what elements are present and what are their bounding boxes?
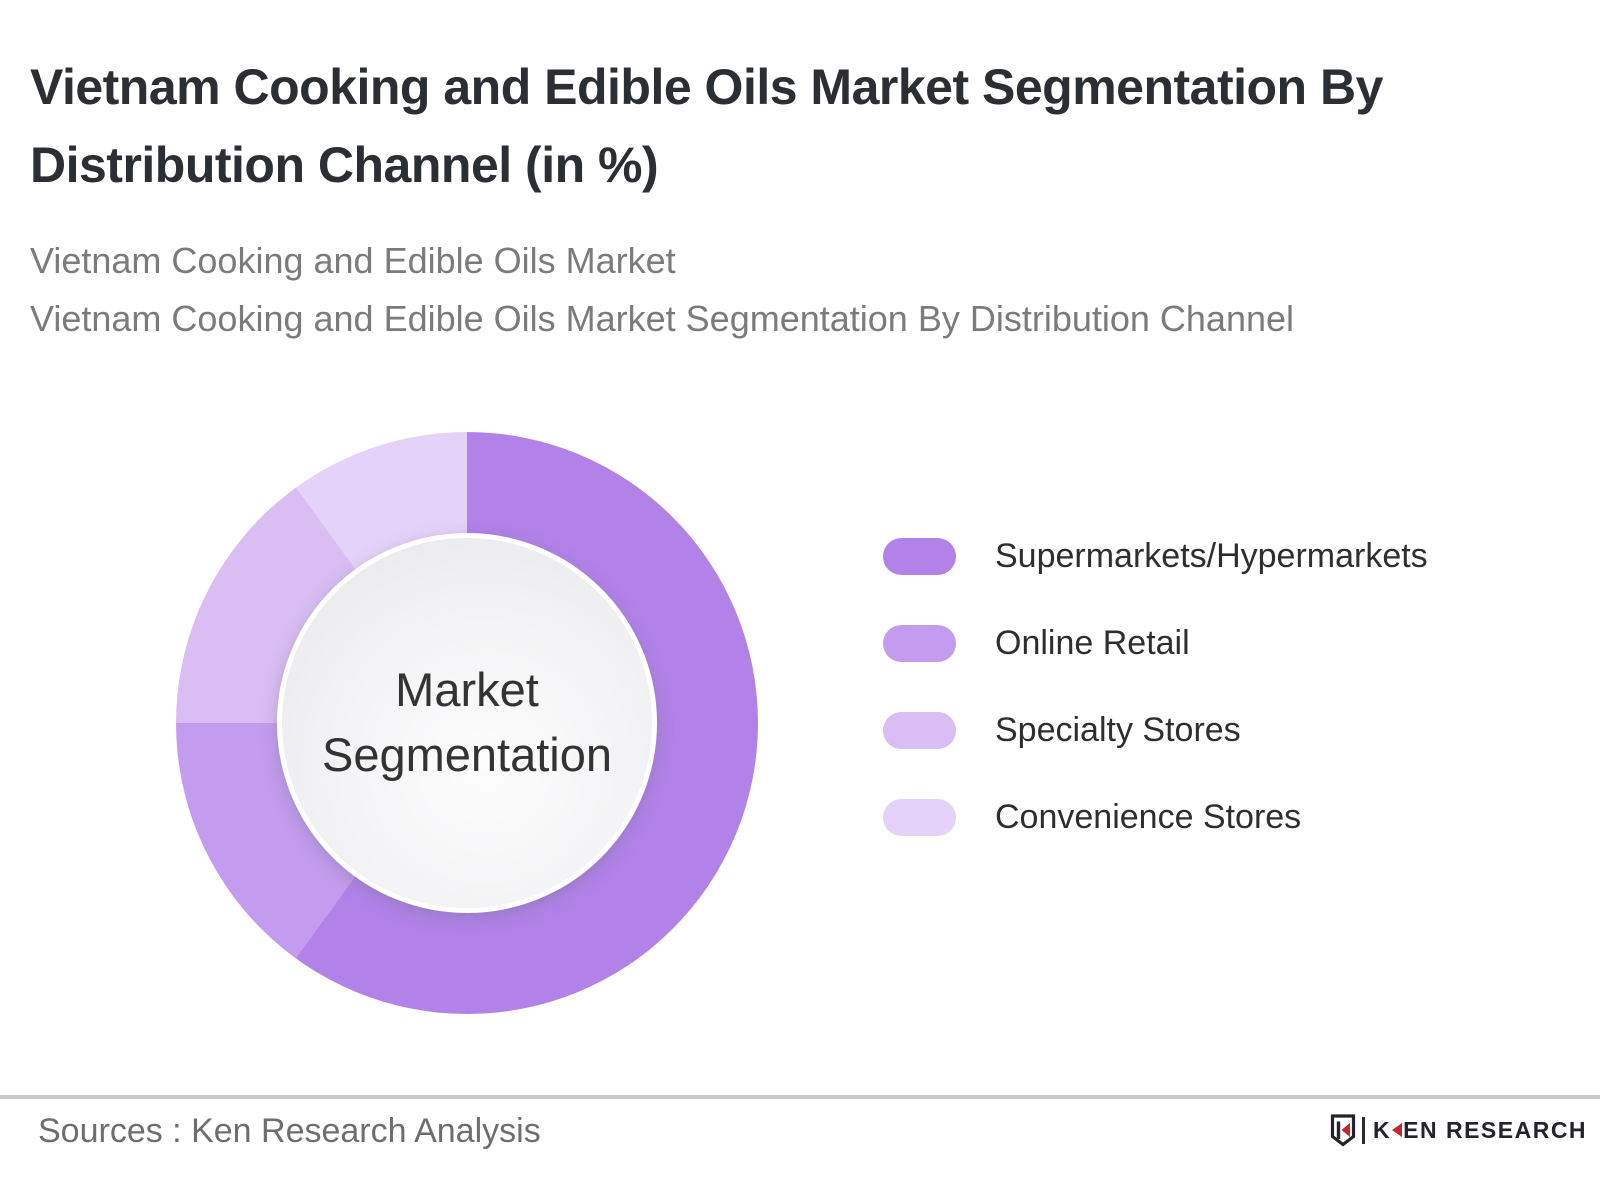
legend-label: Online Retail [995,624,1190,662]
page-title: Vietnam Cooking and Edible Oils Market S… [30,59,1383,193]
donut-center-circle: Market Segmentation [277,533,657,913]
logo-text-k: K [1373,1116,1392,1143]
legend-label: Convenience Stores [995,798,1302,836]
footer-divider [0,1095,1600,1099]
legend-swatch [883,712,956,749]
legend-swatch [883,538,956,575]
subtitle-market: Vietnam Cooking and Edible Oils Market [30,240,676,281]
legend-item-supermarkets: Supermarkets/Hypermarkets [883,537,1428,575]
ken-research-shield-icon [1330,1113,1356,1147]
legend-item-online-retail: Online Retail [883,624,1428,662]
sources-text: Sources : Ken Research Analysis [38,1112,541,1150]
ken-research-logo: K EN RESEARCH [1330,1110,1587,1150]
logo-text: K EN RESEARCH [1373,1117,1587,1144]
logo-text-rest: EN RESEARCH [1403,1116,1588,1143]
subtitle-segmentation: Vietnam Cooking and Edible Oils Market S… [30,298,1295,339]
legend-swatch [883,799,956,836]
legend-item-convenience-stores: Convenience Stores [883,798,1428,836]
chart-legend: Supermarkets/Hypermarkets Online Retail … [883,537,1428,886]
logo-separator [1362,1116,1365,1144]
donut-center-label: Market Segmentation [321,663,613,781]
legend-label: Supermarkets/Hypermarkets [995,537,1428,575]
legend-swatch [883,625,956,662]
donut-chart: Market Segmentation [176,432,758,1014]
logo-red-triangle-icon [1392,1123,1403,1137]
legend-item-specialty-stores: Specialty Stores [883,711,1428,749]
legend-label: Specialty Stores [995,711,1241,749]
